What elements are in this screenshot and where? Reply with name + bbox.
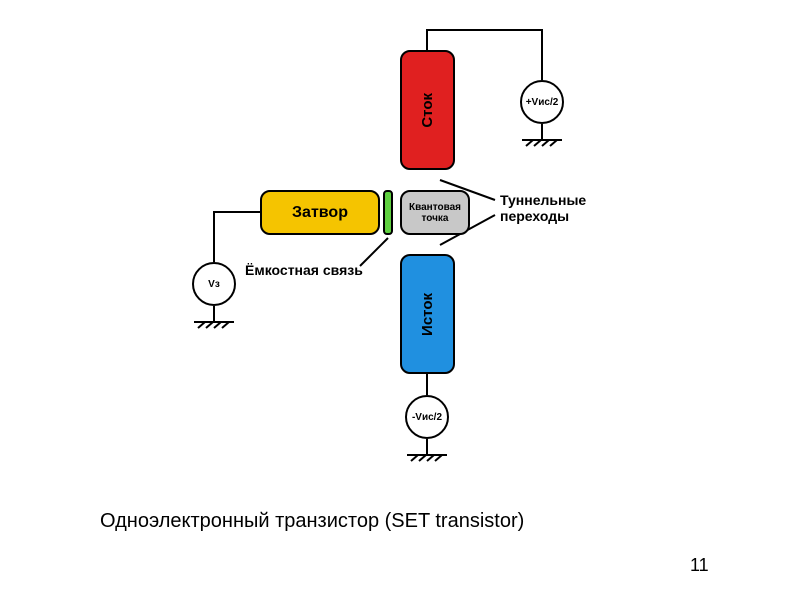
quantum-dot-label: Квантовая точка <box>402 202 468 224</box>
page-number: 11 <box>690 555 709 576</box>
source-label: Исток <box>419 293 436 336</box>
vneg-source: -Vис/2 <box>405 395 449 439</box>
drain-block: Сток <box>400 50 455 170</box>
tunnel-junctions-label: Туннельные переходы Туннельныепереходы <box>500 192 586 224</box>
drain-label: Сток <box>419 93 436 128</box>
vpos-source-label: +Vис/2 <box>526 97 559 108</box>
quantum-dot-block: Квантовая точка <box>400 190 470 235</box>
capacitive-coupling-label: Ёмкостная связь <box>245 262 363 278</box>
vg-source: Vз <box>192 262 236 306</box>
gate-label: Затвор <box>292 204 348 222</box>
capacitive-junction <box>383 190 393 235</box>
gate-block: Затвор <box>260 190 380 235</box>
vneg-source-label: -Vис/2 <box>412 412 442 423</box>
vg-source-label: Vз <box>208 279 220 290</box>
source-block: Исток <box>400 254 455 374</box>
vpos-source: +Vис/2 <box>520 80 564 124</box>
figure-caption: Одноэлектронный транзистор (SET transist… <box>100 510 524 533</box>
